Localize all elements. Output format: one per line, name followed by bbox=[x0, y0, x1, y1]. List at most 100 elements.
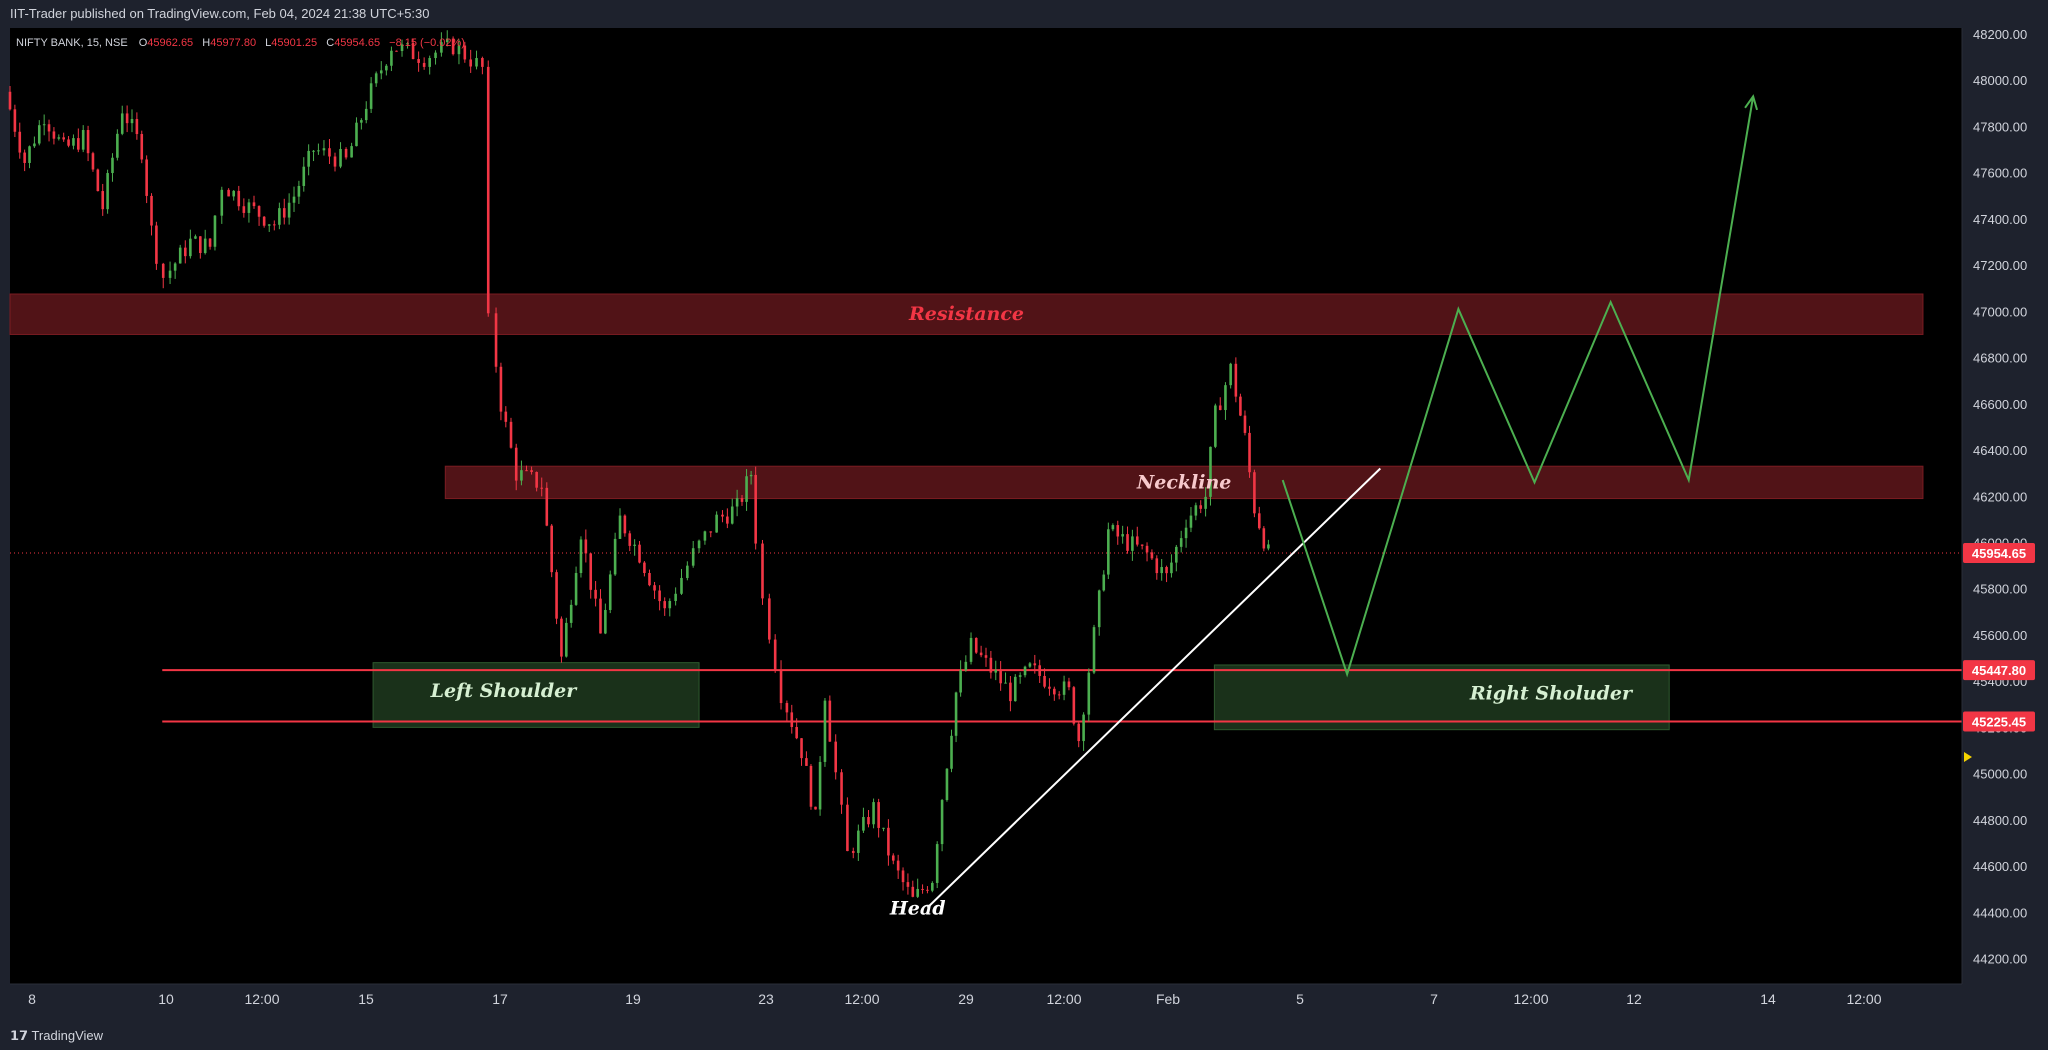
x-tick-label: 17 bbox=[492, 991, 508, 1007]
candle-body bbox=[457, 45, 461, 55]
candle-body bbox=[1121, 534, 1124, 537]
x-tick-label: 12:00 bbox=[244, 991, 279, 1007]
candle-body bbox=[979, 652, 983, 656]
candle-body bbox=[379, 70, 383, 74]
candle-body bbox=[23, 152, 26, 163]
candle-body bbox=[317, 150, 320, 152]
svg-text:NIFTY BANK, 15, NSE O459: NIFTY BANK, 15, NSE O45962.65 H45977.80 … bbox=[16, 37, 465, 49]
candle-body bbox=[116, 133, 119, 158]
candle-body bbox=[891, 855, 895, 861]
y-tick-label: 46400.00 bbox=[1973, 443, 2027, 458]
candle-body bbox=[1150, 552, 1154, 559]
candle-body bbox=[155, 225, 158, 264]
candle-body bbox=[599, 598, 602, 634]
price-tags: 45954.65 45447.80 45225.45 bbox=[1963, 542, 2035, 732]
candle-body bbox=[1082, 714, 1085, 742]
candle-body bbox=[911, 886, 915, 897]
top-bar: IIT-Trader published on TradingView.com,… bbox=[0, 0, 2048, 28]
candle-body bbox=[1062, 681, 1066, 695]
candle-body bbox=[33, 143, 36, 147]
x-tick-label: 23 bbox=[758, 991, 774, 1007]
price-axis[interactable] bbox=[1962, 28, 2048, 1022]
scroll-marker-icon[interactable] bbox=[1964, 752, 1972, 762]
candle-body bbox=[1175, 546, 1178, 563]
candle-body bbox=[1184, 527, 1188, 539]
candle-body bbox=[18, 131, 22, 153]
candle-body bbox=[140, 134, 144, 160]
candle-body bbox=[613, 538, 617, 575]
candle-body bbox=[111, 157, 114, 174]
candle-body bbox=[535, 471, 538, 488]
y-tick-label: 46600.00 bbox=[1973, 397, 2027, 412]
candle-body bbox=[173, 263, 177, 271]
tradingview-logo[interactable]: 𝟭𝟳 TradingView bbox=[10, 1028, 103, 1044]
x-tick-label: 12:00 bbox=[844, 991, 879, 1007]
candle-body bbox=[779, 670, 783, 704]
candle-body bbox=[984, 655, 988, 658]
candle-body bbox=[1214, 405, 1217, 447]
y-tick-label: 47400.00 bbox=[1973, 212, 2027, 227]
candle-body bbox=[287, 202, 291, 218]
candle-body bbox=[369, 83, 373, 109]
candle-body bbox=[545, 487, 549, 526]
candle-body bbox=[959, 670, 962, 693]
candle-body bbox=[278, 208, 281, 225]
candle-body bbox=[451, 38, 455, 55]
candle-body bbox=[668, 600, 672, 609]
y-tick-label: 46800.00 bbox=[1973, 351, 2027, 366]
candle-body bbox=[428, 58, 431, 67]
candle-body bbox=[1033, 663, 1037, 666]
candle-body bbox=[974, 637, 978, 653]
candle-body bbox=[954, 692, 958, 736]
y-tick-label: 48000.00 bbox=[1973, 73, 2027, 88]
y-axis-ticks: 48200.00 48000.00 47800.00 47600.00 47400.00… bbox=[1973, 28, 2027, 967]
candle-body bbox=[1204, 496, 1207, 509]
brand-name: TradingView bbox=[31, 1028, 104, 1043]
candle-body bbox=[213, 215, 217, 247]
candle-body bbox=[199, 236, 202, 254]
candle-body bbox=[1239, 396, 1242, 416]
legend-l-label: L bbox=[265, 37, 271, 49]
chart-canvas[interactable]: Resistance Neckline Left Shoulder Right Sho… bbox=[0, 28, 2048, 1022]
candle-body bbox=[307, 150, 310, 167]
candle-body bbox=[730, 506, 734, 524]
x-tick-label: 12:00 bbox=[1046, 991, 1081, 1007]
candle-body bbox=[658, 590, 661, 602]
candle-body bbox=[47, 124, 51, 132]
candle-body bbox=[579, 539, 583, 574]
candle-body bbox=[773, 639, 777, 671]
candle-body bbox=[574, 573, 578, 605]
candle-body bbox=[282, 208, 286, 218]
drawings-layer bbox=[926, 94, 1759, 909]
candle-body bbox=[857, 830, 860, 853]
candle-body bbox=[1189, 515, 1193, 528]
candle-body bbox=[292, 196, 296, 203]
price-tag-label: 45954.65 bbox=[1972, 546, 2026, 561]
candle-body bbox=[161, 263, 165, 278]
candle-body bbox=[1267, 544, 1270, 549]
horizontal-lines-layer bbox=[10, 552, 1962, 723]
candle-body bbox=[814, 806, 817, 810]
zone-label: Neckline bbox=[1136, 471, 1232, 493]
candle-body bbox=[703, 531, 707, 541]
y-tick-label: 44800.00 bbox=[1973, 813, 2027, 828]
candle-body bbox=[67, 139, 70, 146]
candle-body bbox=[1234, 363, 1238, 397]
candle-body bbox=[525, 470, 528, 472]
candle-body bbox=[818, 761, 822, 810]
candle-body bbox=[1013, 676, 1017, 702]
y-tick-label: 46200.00 bbox=[1973, 489, 2027, 504]
candle-body bbox=[1243, 415, 1247, 433]
candle-body bbox=[540, 487, 544, 489]
candle-body bbox=[1018, 675, 1022, 677]
candle-body bbox=[608, 574, 612, 610]
candle-body bbox=[867, 817, 870, 825]
time-axis[interactable] bbox=[10, 984, 1962, 1022]
candle-body bbox=[604, 609, 607, 634]
zone-shoulder bbox=[1213, 664, 1670, 731]
zone-neckline bbox=[444, 465, 1924, 500]
candle-body bbox=[906, 882, 910, 887]
candle-body bbox=[633, 544, 636, 546]
candle-body bbox=[648, 572, 651, 586]
candle-body bbox=[805, 758, 808, 766]
